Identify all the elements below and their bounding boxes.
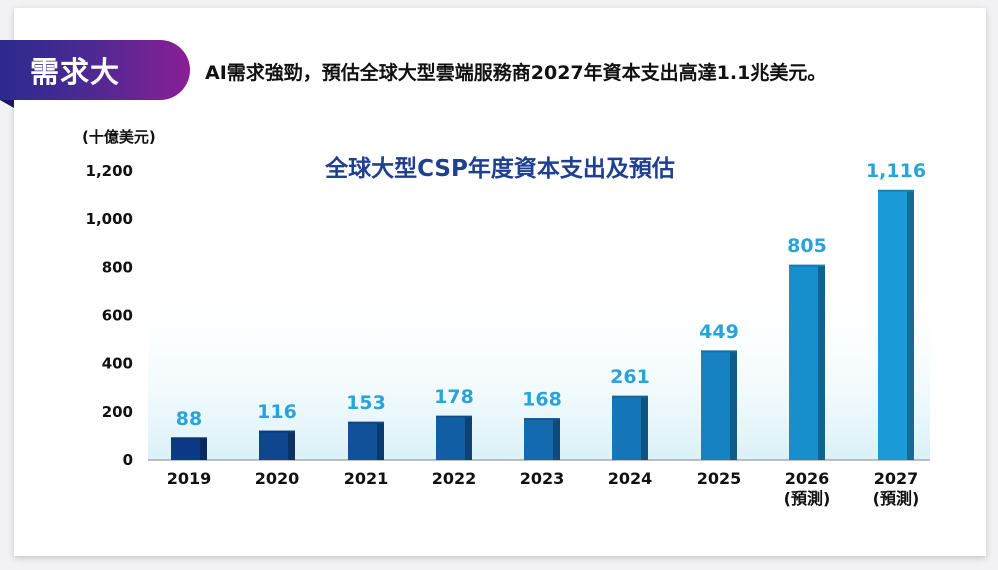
y-tick-label: 1,000 [86,210,133,228]
x-tick-label: 2027 [874,469,919,488]
data-label: 88 [176,408,202,430]
y-tick-label: 800 [102,258,133,276]
bar-cap [789,264,825,267]
y-tick-label: 1,200 [86,162,133,180]
x-tick-note: (預測) [873,489,920,508]
bar-side [288,432,295,460]
bar [878,191,907,461]
bar-cap [701,350,737,353]
bar [524,419,553,460]
bar [789,266,818,460]
bar [259,432,288,460]
y-tick-label: 200 [102,403,133,421]
x-tick-label: 2023 [520,469,565,488]
bar [612,397,641,460]
y-tick-label: 600 [102,307,133,325]
data-label: 168 [522,389,562,411]
y-tick-label: 400 [102,355,133,373]
bar-side [200,438,207,460]
x-tick-label: 2022 [432,469,477,488]
headline: AI需求強勁，預估全球大型雲端服務商2027年資本支出高達1.1兆美元。 [205,62,827,84]
data-label: 116 [257,401,297,423]
bar-side [553,419,560,460]
bar-cap [348,421,384,424]
bar [348,423,377,460]
data-label: 153 [346,392,386,414]
data-label: 178 [434,386,474,408]
bar-side [377,423,384,460]
bar [171,438,200,460]
chart-title: 全球大型CSP年度資本支出及預估 [324,155,675,182]
y-axis-unit: (十億美元) [82,128,156,146]
data-label: 805 [787,235,827,257]
bar-cap [612,395,648,398]
bar-cap [171,437,207,440]
x-tick-note: (預測) [784,489,831,508]
bar-side [641,397,648,460]
bar-cap [436,415,472,418]
y-tick-label: 0 [123,451,133,469]
category-tag: 需求大 [0,40,190,100]
bar-side [465,417,472,460]
data-label: 449 [699,321,739,343]
data-label: 261 [610,366,650,388]
bar-cap [878,189,914,192]
category-tag-fold [0,100,14,108]
x-tick-label: 2019 [167,469,212,488]
bar-cap [259,430,295,433]
bar [701,351,730,460]
x-tick-label: 2024 [608,469,653,488]
x-tick-label: 2026 [785,469,830,488]
bar-side [730,351,737,460]
bar-side [818,266,825,460]
category-tag-label: 需求大 [30,55,121,89]
data-label: 1,116 [866,160,926,182]
bar-cap [524,418,560,421]
x-tick-label: 2021 [344,469,389,488]
bar [436,417,465,460]
bar-side [907,191,914,461]
x-tick-label: 2025 [697,469,742,488]
x-tick-label: 2020 [255,469,300,488]
